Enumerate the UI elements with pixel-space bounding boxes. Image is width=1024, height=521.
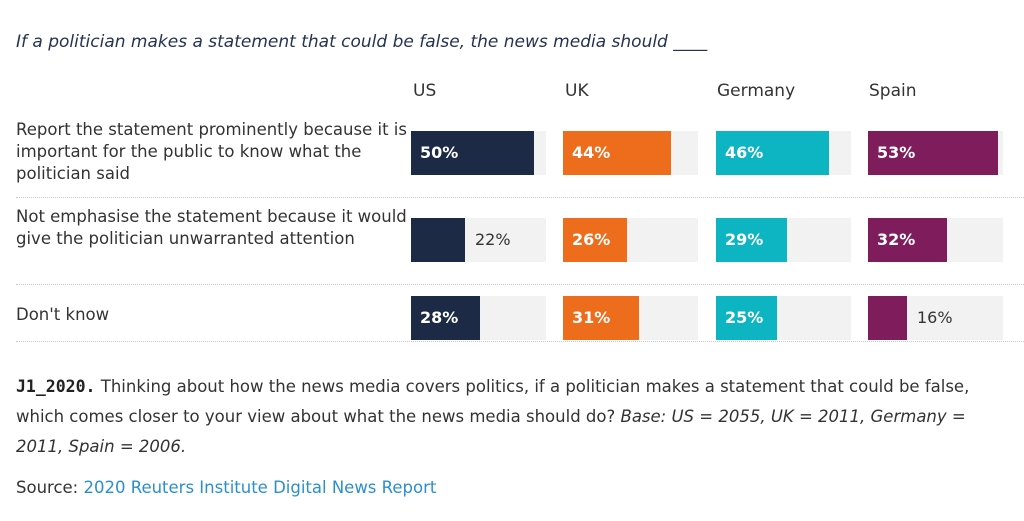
bar-value-label: 44%: [572, 143, 611, 162]
bar-track: 32%: [868, 218, 1003, 262]
row-label-dont-know: Don't know: [16, 305, 110, 324]
bar-value-label: 46%: [725, 143, 764, 162]
bar-value-label: 28%: [420, 308, 459, 327]
bar-spain-2: [868, 296, 907, 340]
row-divider: [16, 197, 1024, 198]
bar-uk-0: [563, 131, 671, 175]
country-header-germany: Germany: [717, 81, 796, 101]
bar-value-label: 16%: [917, 308, 953, 327]
bar-us-2: [411, 296, 480, 340]
country-header-spain: Spain: [869, 81, 917, 101]
bar-spain-1: [868, 218, 947, 262]
bar-track: 50%: [411, 131, 546, 175]
bar-value-label: 22%: [475, 230, 511, 249]
bar-us-1: [411, 218, 465, 262]
note-text: Thinking about how the news media covers…: [16, 377, 970, 426]
bar-value-label: 53%: [877, 143, 916, 162]
row-label-report: Report the statement prominently because…: [16, 120, 407, 183]
bar-track: 22%: [411, 218, 546, 262]
question-code: J1_2020.: [16, 377, 96, 396]
bar-germany-1: [716, 218, 787, 262]
source-link[interactable]: 2020 Reuters Institute Digital News Repo…: [83, 478, 437, 497]
question-title: If a politician makes a statement that c…: [16, 32, 708, 52]
bar-track: 28%: [411, 296, 546, 340]
bar-germany-0: [716, 131, 829, 175]
bar-spain-0: [868, 131, 998, 175]
bar-track: 25%: [716, 296, 851, 340]
source-label: Source:: [16, 478, 79, 497]
country-header-uk: UK: [565, 81, 589, 101]
row-divider: [16, 341, 1024, 342]
bar-uk-1: [563, 218, 627, 262]
bar-us-0: [411, 131, 534, 175]
bar-track: 16%: [868, 296, 1003, 340]
bar-uk-2: [563, 296, 639, 340]
bar-value-label: 29%: [725, 230, 764, 249]
note-base: Base: US = 2055, UK = 2011, Germany = 20…: [16, 407, 966, 456]
bar-track: 46%: [716, 131, 851, 175]
bar-value-label: 50%: [420, 143, 459, 162]
bar-track: 53%: [868, 131, 1003, 175]
bar-value-label: 32%: [877, 230, 916, 249]
country-header-us: US: [413, 81, 437, 101]
bar-value-label: 26%: [572, 230, 611, 249]
bar-track: 31%: [563, 296, 698, 340]
bar-value-label: 31%: [572, 308, 611, 327]
row-divider: [16, 284, 1024, 285]
bar-track: 44%: [563, 131, 698, 175]
bar-track: 29%: [716, 218, 851, 262]
bar-track: 26%: [563, 218, 698, 262]
bar-value-label: 25%: [725, 308, 764, 327]
source-line: Source: 2020 Reuters Institute Digital N…: [16, 478, 436, 497]
row-label-not-emphasise: Not emphasise the statement because it w…: [16, 207, 407, 248]
survey-note: J1_2020. Thinking about how the news med…: [16, 372, 1006, 462]
bar-germany-2: [716, 296, 777, 340]
